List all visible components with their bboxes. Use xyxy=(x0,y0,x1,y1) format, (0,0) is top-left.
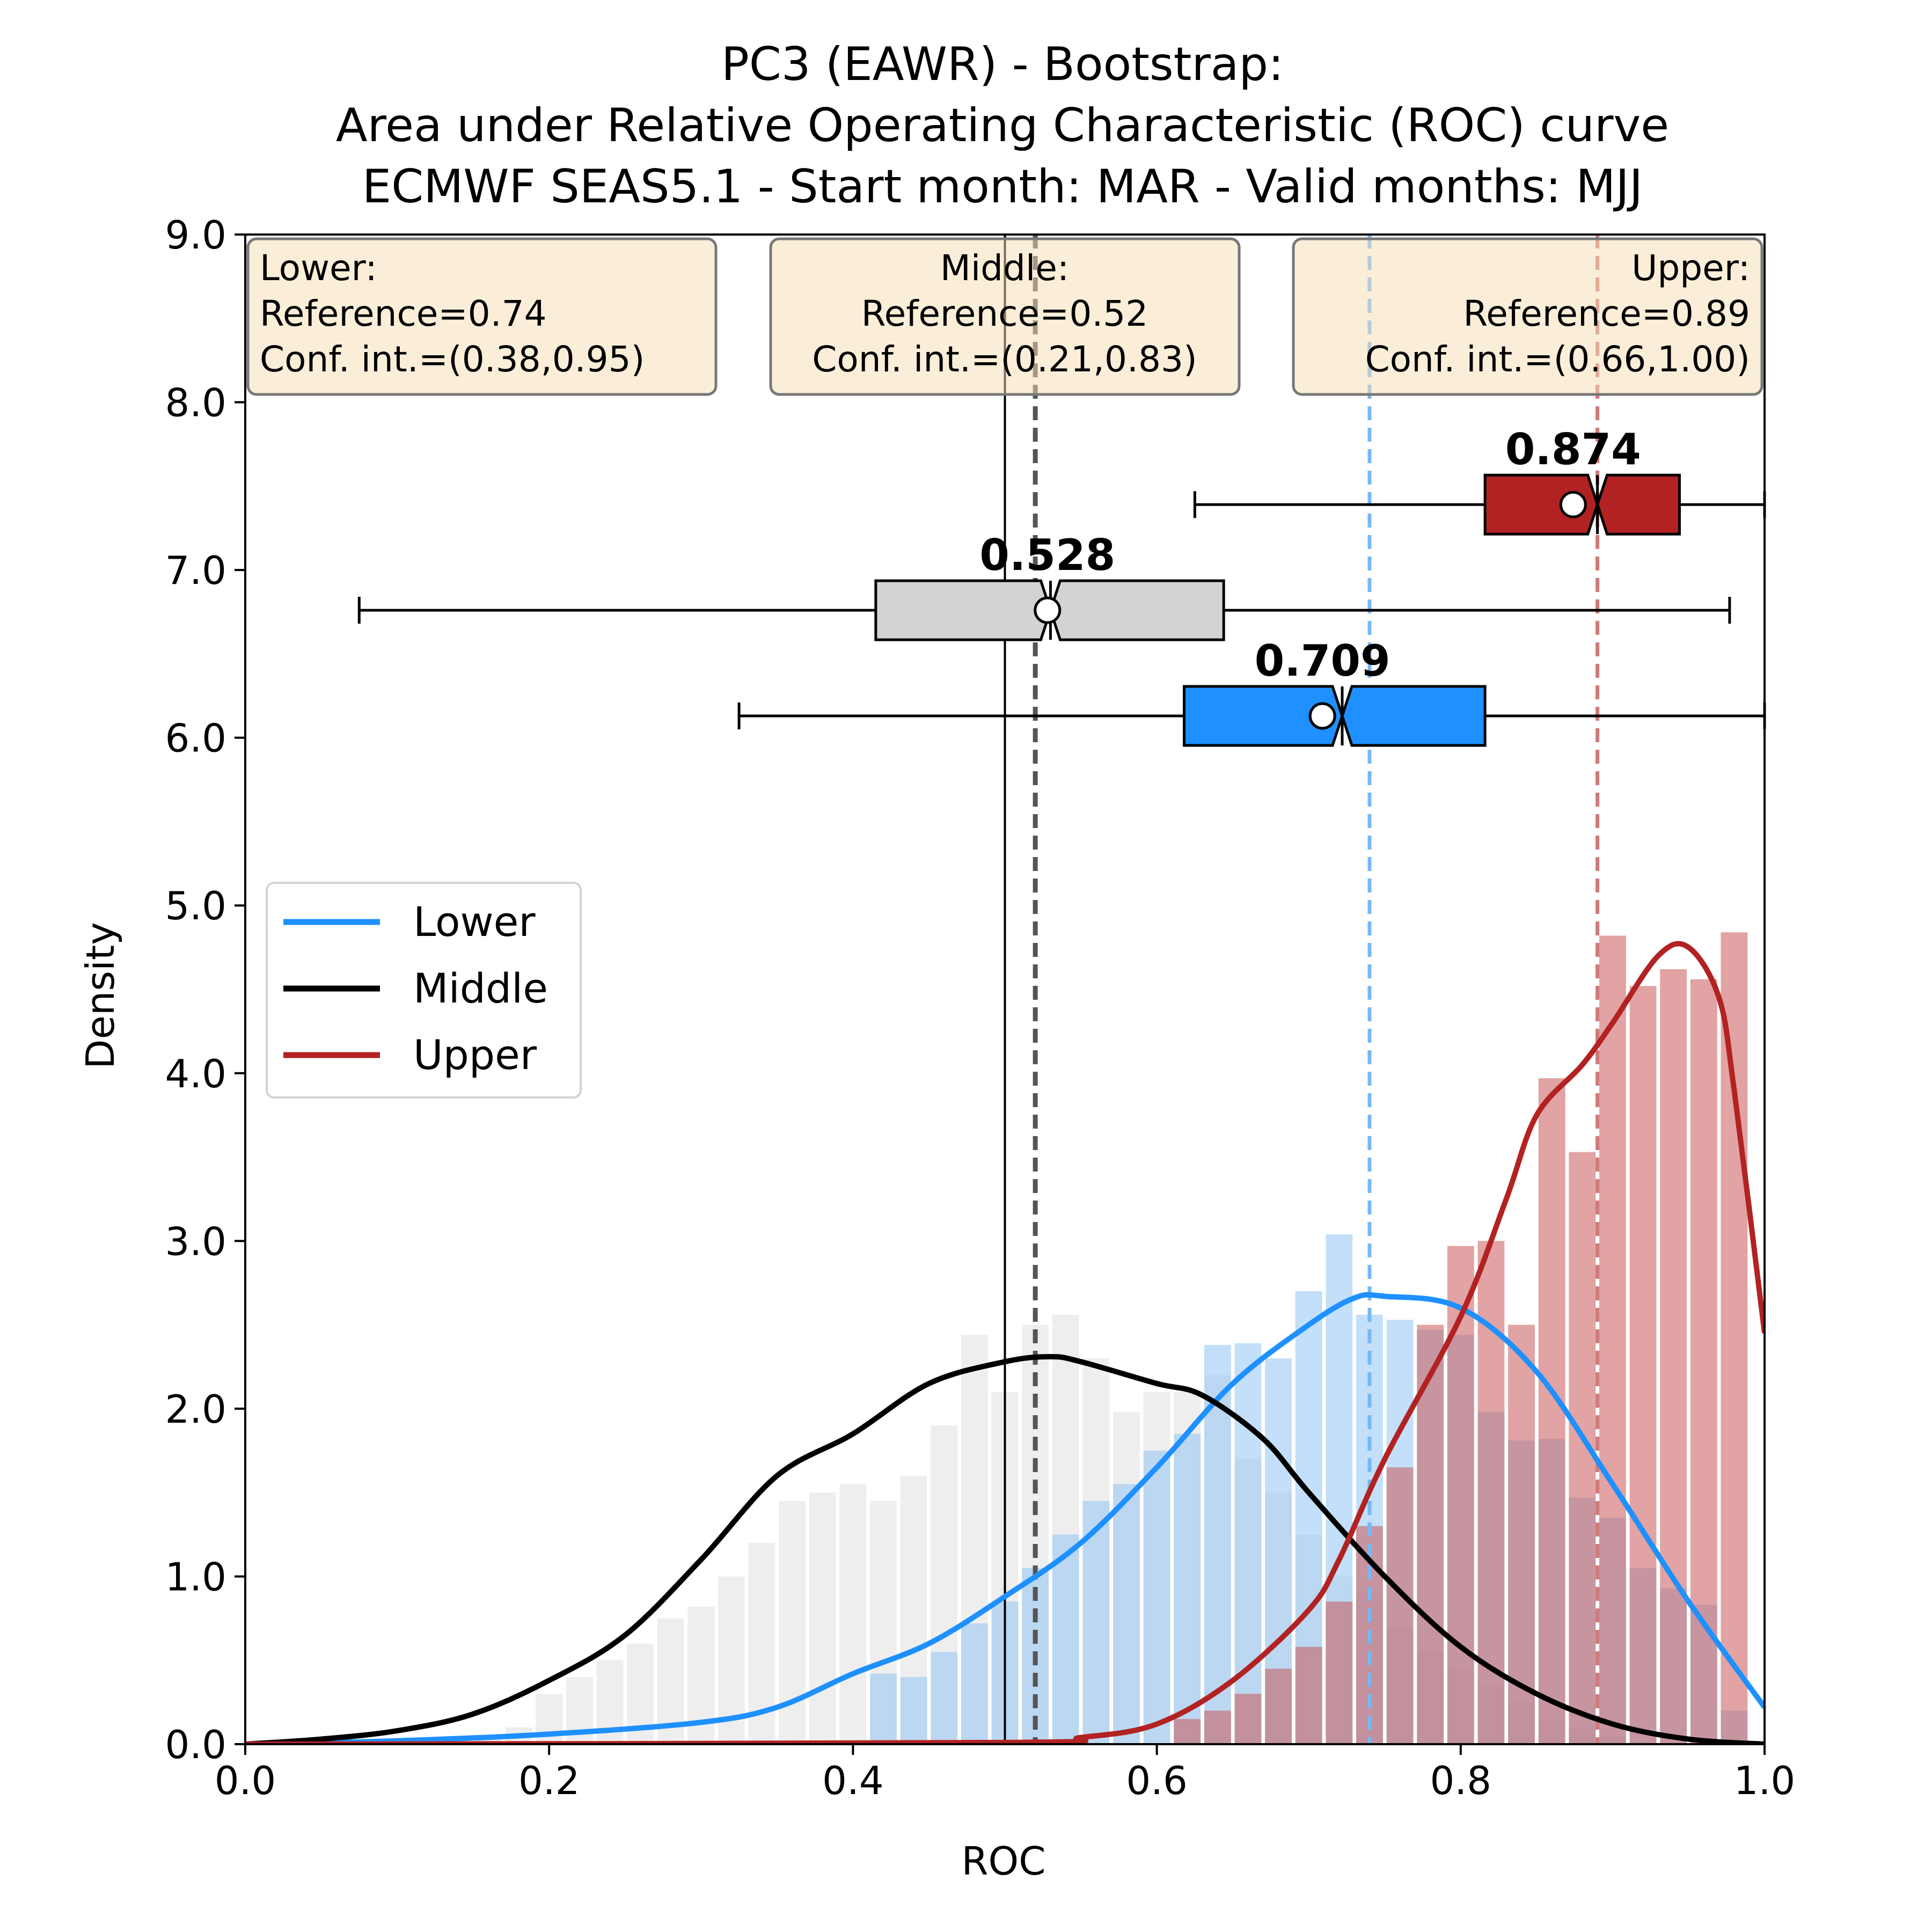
histogram-bar-lower xyxy=(1174,1433,1201,1744)
histogram-bar-lower xyxy=(1143,1451,1170,1744)
info-box-background xyxy=(1292,237,1763,396)
x-tick-label: 0.0 xyxy=(215,1758,276,1803)
mean-value-label: 0.528 xyxy=(979,530,1115,580)
info-box-upper: Upper:Reference=0.89 Conf. int.=(0.66,1.0… xyxy=(1292,237,1763,396)
mean-marker xyxy=(1034,596,1062,624)
info-box-line: Middle: xyxy=(940,247,1069,289)
histogram-bar-upper xyxy=(1660,969,1687,1744)
histogram-bar-lower xyxy=(870,1673,897,1744)
histogram-bar-lower xyxy=(1082,1501,1110,1744)
title-line-1: PC3 (EAWR) - Bootstrap: xyxy=(721,38,1284,91)
x-tick-label: 0.6 xyxy=(1126,1758,1188,1803)
x-tick-label: 0.2 xyxy=(518,1758,580,1803)
info-box-lower: Lower:Reference=0.74 Conf. int.=(0.38,0.9… xyxy=(246,237,718,396)
legend-label-lower: Lower xyxy=(413,898,536,946)
title-line-3: ECMWF SEAS5.1 - Start month: MAR - Valid… xyxy=(362,160,1643,214)
histogram-bar-upper xyxy=(1295,1646,1322,1744)
boxplot-middle: 0.528 xyxy=(357,530,1731,641)
info-box-line: Conf. int.=(0.66,1.00) xyxy=(1365,339,1750,380)
y-tick-label: 0.0 xyxy=(165,1722,226,1767)
y-tick-label: 3.0 xyxy=(165,1219,226,1264)
x-axis: 0.0 0.2 0.4 0.6 0.8 1.0 xyxy=(215,1744,1796,1803)
histogram-bar-upper xyxy=(1508,1324,1535,1744)
y-axis-label: Density xyxy=(78,922,123,1069)
histogram-bar-upper xyxy=(1174,1719,1201,1744)
title-line-2: Area under Relative Operating Characteri… xyxy=(336,99,1669,152)
legend-label-upper: Upper xyxy=(413,1031,537,1079)
info-box-line: Reference=0.74 xyxy=(260,293,547,334)
kde-curve-upper xyxy=(245,941,1765,1744)
plot-frame xyxy=(244,233,1766,1745)
legend-frame xyxy=(266,882,582,1099)
info-box-line: Reference=0.89 xyxy=(1463,293,1750,334)
histogram-bar-lower xyxy=(1234,1343,1262,1744)
y-tick-label: 4.0 xyxy=(165,1051,226,1096)
mean-marker xyxy=(1559,491,1587,518)
mean-value-label: 0.874 xyxy=(1505,425,1641,474)
y-tick-label: 9.0 xyxy=(165,213,226,258)
histogram-bar-upper xyxy=(1204,1710,1231,1744)
histogram-bar-upper xyxy=(1721,932,1748,1744)
info-box-line: Reference=0.52 xyxy=(861,293,1148,334)
y-tick-label: 1.0 xyxy=(165,1554,226,1599)
legend: Lower Middle Upper xyxy=(266,882,582,1099)
boxplot-upper: 0.874 xyxy=(1193,425,1766,536)
histogram-bar-upper xyxy=(1690,979,1717,1744)
info-box-background xyxy=(246,237,718,396)
y-tick-label: 8.0 xyxy=(165,380,226,426)
y-tick-label: 5.0 xyxy=(165,883,226,928)
plot-area: 0.709 0.528 0.874 0.0 0.2 0.4 0.6 0.8 1.0 0.0 1.0 2… xyxy=(165,213,1795,1803)
y-tick-label: 7.0 xyxy=(165,548,226,593)
histogram-bar-upper xyxy=(1234,1694,1262,1744)
histogram-bar-upper xyxy=(1538,1078,1565,1744)
x-tick-label: 0.4 xyxy=(822,1758,884,1803)
boxplot-lower: 0.709 xyxy=(737,636,1766,747)
y-axis: 0.0 1.0 2.0 3.0 4.0 5.0 6.0 7.0 8.0 9.0 xyxy=(165,213,245,1767)
histogram-bar-upper xyxy=(1629,986,1657,1744)
y-tick-label: 6.0 xyxy=(165,716,226,761)
mean-marker xyxy=(1308,702,1336,730)
x-axis-label: ROC xyxy=(962,1839,1046,1884)
info-box-line: Conf. int.=(0.21,0.83) xyxy=(812,339,1197,380)
info-box-line: Upper: xyxy=(1631,247,1750,289)
histogram-bar-lower xyxy=(1052,1534,1079,1744)
histogram-bar-lower xyxy=(1113,1484,1140,1744)
x-tick-label: 0.8 xyxy=(1430,1758,1492,1803)
histogram-bar-middle xyxy=(809,1492,836,1744)
kde-curve-middle xyxy=(245,1354,1765,1744)
histogram-bar-upper xyxy=(1326,1601,1353,1744)
mean-value-label: 0.709 xyxy=(1255,636,1391,686)
histogram-bar-middle xyxy=(839,1484,867,1744)
legend-label-middle: Middle xyxy=(413,964,548,1012)
x-tick-label: 1.0 xyxy=(1734,1758,1796,1803)
histogram-bar-upper xyxy=(1386,1467,1414,1744)
info-box-background xyxy=(769,237,1241,396)
histogram-bar-upper xyxy=(1599,935,1626,1744)
info-box-line: Lower: xyxy=(260,247,377,289)
y-tick-label: 2.0 xyxy=(165,1387,226,1432)
histogram-bar-lower xyxy=(900,1677,927,1744)
info-box-line: Conf. int.=(0.38,0.95) xyxy=(260,339,645,380)
chart-title: PC3 (EAWR) - Bootstrap: Area under Relat… xyxy=(336,38,1669,214)
info-box-middle: Middle:Reference=0.52 Conf. int.=(0.21,0.… xyxy=(769,237,1241,396)
histogram-upper xyxy=(1174,932,1748,1744)
histogram-bar-upper xyxy=(1265,1668,1292,1744)
kde-curve-lower xyxy=(245,1292,1765,1744)
histogram-bar-lower xyxy=(961,1623,988,1744)
histogram-bar-lower xyxy=(931,1652,958,1744)
